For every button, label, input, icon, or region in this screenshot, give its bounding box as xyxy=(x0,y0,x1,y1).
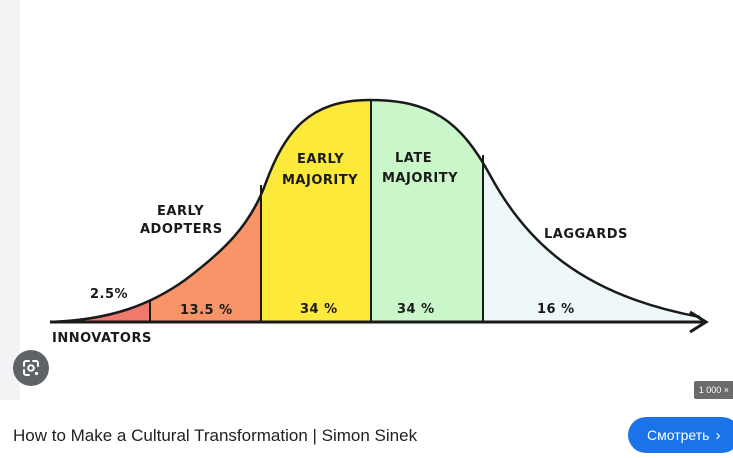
label-late-majority-2: MAJORITY xyxy=(382,171,458,186)
google-lens-icon[interactable] xyxy=(13,350,49,386)
segment-late-majority xyxy=(371,100,483,322)
label-early-adopters-pct: 13.5 % xyxy=(180,303,233,318)
label-laggards: LAGGARDS xyxy=(544,227,628,242)
left-gutter xyxy=(0,0,20,400)
diffusion-curve-illustration: 2.5% INNOVATORS EARLY ADOPTERS 13.5 % EA… xyxy=(49,98,709,346)
label-early-majority-pct: 34 % xyxy=(300,302,338,317)
label-innovators-pct: 2.5% xyxy=(90,287,128,302)
label-late-majority-pct: 34 % xyxy=(397,302,435,317)
label-early-majority-2: MAJORITY xyxy=(282,173,358,188)
image-size-badge: 1 000 × xyxy=(693,381,733,399)
label-early-majority-1: EARLY xyxy=(297,152,344,167)
label-early-adopters-1: EARLY xyxy=(157,204,204,219)
bell-curve-line xyxy=(49,98,701,324)
label-early-adopters-2: ADOPTERS xyxy=(140,222,223,237)
axis-arrow-head xyxy=(689,310,709,334)
watch-button[interactable]: Смотреть › xyxy=(628,417,733,453)
watch-button-label: Смотреть xyxy=(647,427,710,443)
segment-early-majority xyxy=(261,100,371,322)
chevron-right-icon: › xyxy=(715,426,721,444)
label-late-majority-1: LATE xyxy=(395,151,432,166)
label-innovators: INNOVATORS xyxy=(52,331,152,346)
label-laggards-pct: 16 % xyxy=(537,302,575,317)
segment-laggards xyxy=(483,100,700,322)
lens-glyph xyxy=(23,360,39,376)
result-title-link[interactable]: How to Make a Cultural Transformation | … xyxy=(13,426,418,445)
result-image[interactable]: 2.5% INNOVATORS EARLY ADOPTERS 13.5 % EA… xyxy=(20,0,733,400)
